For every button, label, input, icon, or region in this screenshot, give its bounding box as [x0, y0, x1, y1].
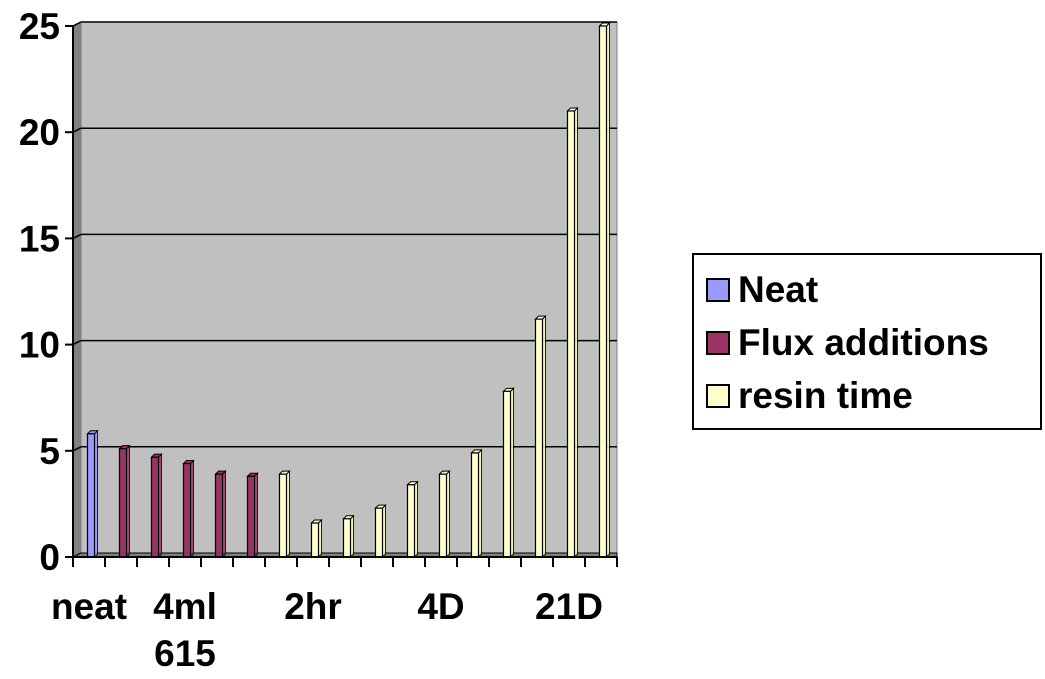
bar-resin-time	[534, 314, 547, 559]
y-tick-label: 0	[39, 537, 60, 578]
legend-swatch-flux-additions	[706, 331, 730, 355]
bar-resin-time	[470, 448, 483, 559]
bar-front	[342, 518, 352, 558]
y-tick-label: 5	[39, 431, 60, 472]
bar-front	[470, 452, 480, 558]
axes	[65, 25, 618, 567]
legend: Neat Flux additions resin time	[692, 253, 1042, 430]
bar-resin-time	[502, 387, 515, 559]
bar-resin-time	[278, 469, 291, 559]
y-tick-label: 25	[19, 6, 60, 47]
bar-front	[534, 318, 544, 558]
side-wall	[72, 21, 82, 558]
bar-resin-time	[566, 106, 579, 559]
bar-resin-time	[342, 514, 355, 559]
legend-swatch-neat	[706, 278, 730, 302]
bar-front	[214, 473, 224, 558]
bar-resin-time	[598, 21, 611, 559]
y-tick-label: 15	[19, 218, 60, 259]
gridlines	[72, 21, 617, 452]
gridline-diag	[72, 446, 82, 452]
gridline-diag	[72, 339, 82, 346]
bar-front	[438, 473, 448, 558]
x-tick-label: 4ml	[153, 586, 217, 627]
bar-front	[566, 110, 576, 558]
gridline-diag	[72, 233, 82, 240]
bar-flux-additions	[246, 472, 259, 559]
gridline-diag	[72, 127, 82, 133]
bar-flux-additions	[214, 469, 227, 559]
bar-front	[86, 433, 96, 558]
bar-front	[406, 484, 416, 558]
x-tick-label: 21D	[535, 586, 603, 627]
plot-area	[72, 21, 618, 558]
bar-flux-additions	[118, 444, 131, 559]
legend-label-resin-time: resin time	[738, 375, 913, 416]
bar-front	[310, 522, 320, 558]
legend-swatch-resin-time	[706, 384, 730, 408]
back-wall	[80, 21, 618, 554]
x-tick-label: 615	[154, 633, 216, 674]
bar-front	[502, 390, 512, 558]
x-tick-label: 4D	[417, 586, 464, 627]
legend-item-flux-additions: Flux additions	[694, 322, 989, 363]
bar-neat	[86, 429, 99, 559]
legend-label-flux-additions: Flux additions	[738, 322, 989, 363]
x-tick-label: 2hr	[284, 586, 342, 627]
legend-item-neat: Neat	[694, 269, 819, 310]
x-tick-labels: neat 4ml 615 2hr 4D 21D	[51, 586, 603, 674]
bar-resin-time	[374, 503, 387, 559]
bar-resin-time	[406, 480, 419, 559]
gridline-diag	[72, 21, 82, 27]
bar-front	[118, 448, 128, 558]
bar-front	[598, 25, 608, 558]
y-tick-label: 20	[19, 112, 60, 153]
bar-front	[150, 456, 160, 558]
bar-front	[182, 462, 192, 558]
legend-item-resin-time: resin time	[694, 375, 913, 416]
bar-resin-time	[310, 518, 323, 559]
legend-label-neat: Neat	[738, 269, 819, 310]
bar-resin-time	[438, 469, 451, 559]
bar-flux-additions	[182, 459, 195, 559]
x-tick-label: neat	[51, 586, 127, 627]
bar-flux-additions	[150, 452, 163, 559]
bar-front	[246, 475, 256, 558]
y-tick-labels: 0 5 10 15 20 25	[19, 6, 60, 578]
y-tick-label: 10	[19, 325, 60, 366]
bar-front	[374, 507, 384, 558]
bar-front	[278, 473, 288, 558]
